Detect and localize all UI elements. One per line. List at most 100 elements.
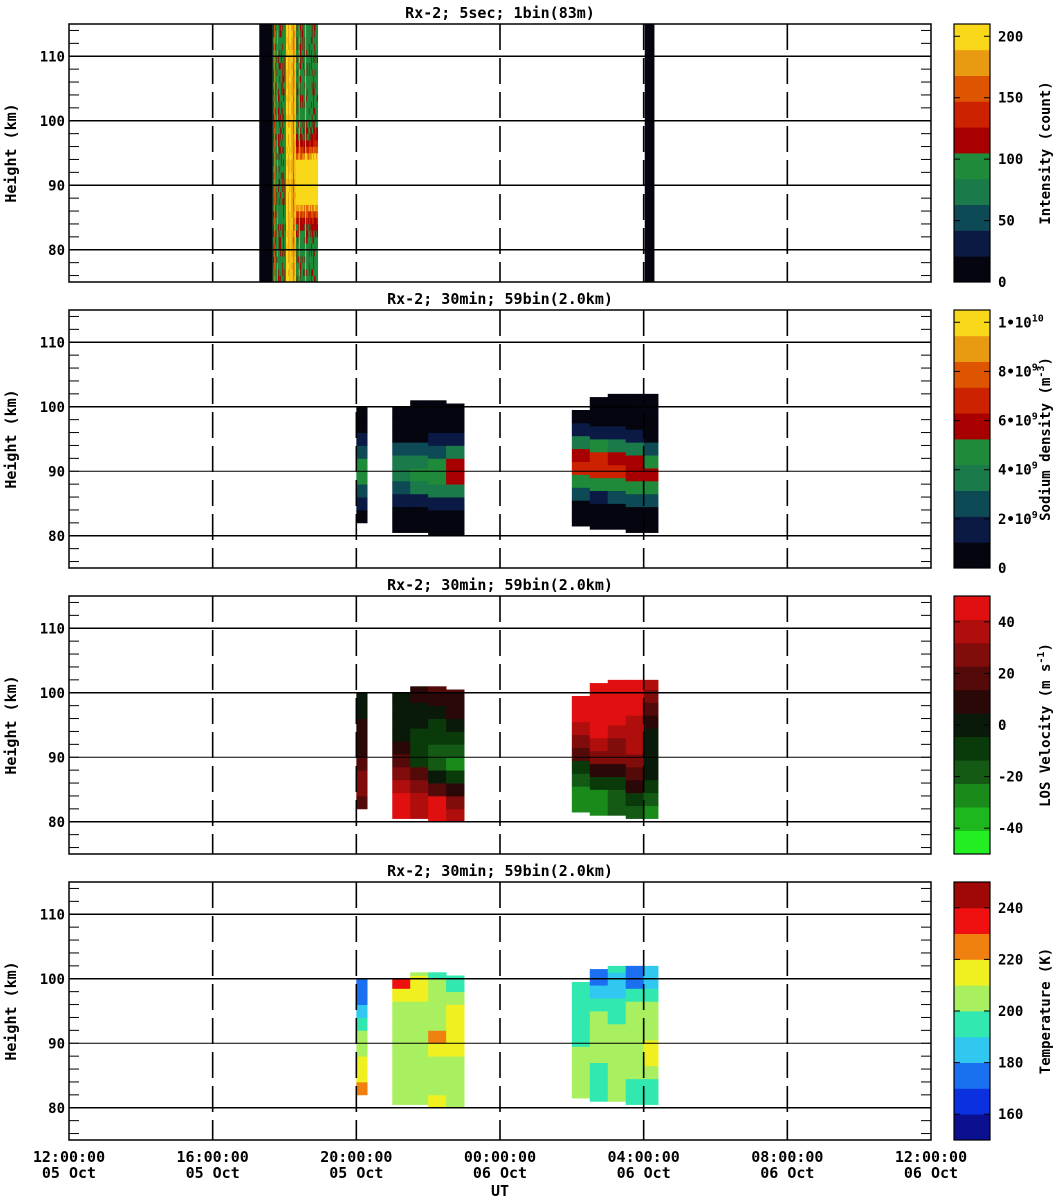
intensity-cell — [272, 243, 274, 251]
intensity-cell — [314, 185, 316, 192]
intensity-cell — [290, 165, 292, 173]
intensity-cell — [300, 198, 302, 205]
colorbar-segment — [954, 24, 990, 51]
intensity-cell — [295, 153, 297, 160]
intensity-cell — [275, 133, 277, 141]
intensity-cell — [288, 146, 290, 154]
intensity-cell — [312, 69, 314, 76]
intensity-cell — [280, 120, 283, 128]
intensity-cell — [288, 262, 290, 270]
y-tick-label: 90 — [48, 1036, 65, 1052]
intensity-cell — [295, 217, 298, 225]
intensity-cell — [307, 43, 309, 51]
intensity-cell — [300, 133, 302, 141]
intensity-cell — [309, 236, 311, 244]
intensity-cell — [301, 217, 303, 225]
intensity-cell — [311, 249, 314, 257]
intensity-cell — [275, 101, 277, 109]
data-cell — [589, 413, 609, 427]
intensity-cell — [286, 69, 288, 76]
y-axis-label: Height (km) — [2, 389, 20, 488]
data-cell — [643, 393, 659, 404]
intensity-cell — [273, 236, 275, 244]
intensity-cell — [280, 165, 283, 173]
intensity-cell — [276, 165, 278, 173]
intensity-cell — [302, 82, 304, 89]
intensity-cell — [278, 223, 280, 231]
intensity-cell — [287, 101, 289, 109]
data-cell — [571, 695, 591, 710]
intensity-cell — [295, 165, 297, 173]
intensity-cell — [304, 120, 306, 128]
intensity-cell — [295, 133, 298, 141]
intensity-cell — [305, 256, 307, 263]
intensity-cell — [286, 107, 288, 115]
intensity-cell — [302, 127, 304, 134]
intensity-cell — [280, 56, 283, 63]
intensity-cell — [279, 146, 281, 154]
intensity-cell — [288, 211, 290, 218]
intensity-cell — [301, 165, 303, 173]
intensity-cell — [285, 127, 287, 134]
intensity-cell — [290, 82, 293, 89]
intensity-cell — [309, 69, 311, 76]
intensity-cell — [280, 146, 283, 154]
intensity-cell — [295, 62, 297, 70]
data-cell — [643, 988, 659, 1002]
intensity-cell — [294, 36, 296, 44]
intensity-cell — [304, 249, 306, 257]
intensity-cell — [290, 178, 292, 186]
intensity-cell — [311, 185, 313, 192]
intensity-cell — [274, 204, 276, 212]
intensity-cell — [306, 82, 308, 89]
intensity-cell — [283, 230, 285, 238]
intensity-cell — [285, 94, 287, 102]
intensity-cell — [275, 82, 277, 89]
intensity-cell — [285, 82, 288, 89]
intensity-cell — [298, 146, 300, 154]
intensity-cell — [272, 211, 274, 218]
intensity-cell — [280, 127, 283, 134]
intensity-cell — [301, 82, 303, 89]
intensity-cell — [303, 191, 306, 199]
intensity-cell — [281, 165, 283, 173]
intensity-cell — [306, 211, 308, 218]
intensity-cell — [295, 24, 298, 31]
data-cell — [446, 509, 465, 524]
intensity-cell — [293, 269, 296, 276]
intensity-cell — [281, 204, 283, 212]
intensity-cell — [275, 101, 278, 109]
intensity-cell — [281, 172, 283, 180]
intensity-cell — [290, 236, 292, 244]
intensity-cell — [298, 114, 300, 122]
intensity-cell — [295, 30, 297, 38]
intensity-cell — [279, 114, 281, 122]
intensity-cell — [299, 256, 301, 263]
intensity-cell — [313, 211, 315, 218]
data-cell — [392, 692, 411, 703]
intensity-cell — [309, 262, 311, 270]
intensity-cell — [282, 236, 284, 244]
data-cell — [625, 975, 645, 989]
intensity-cell — [312, 172, 314, 180]
intensity-cell — [309, 49, 311, 57]
intensity-cell — [284, 94, 286, 102]
intensity-cell — [298, 236, 300, 244]
intensity-cell — [283, 211, 285, 218]
intensity-cell — [296, 140, 298, 147]
intensity-cell — [272, 172, 274, 180]
intensity-cell — [301, 262, 303, 270]
data-cell — [392, 1014, 411, 1028]
intensity-cell — [301, 140, 303, 147]
intensity-cell — [295, 204, 297, 212]
intensity-cell — [299, 230, 301, 238]
intensity-cell — [309, 114, 311, 122]
intensity-cell — [316, 36, 318, 44]
intensity-cell — [308, 24, 310, 31]
intensity-cell — [280, 107, 282, 115]
data-cell — [643, 1091, 659, 1105]
intensity-cell — [293, 211, 296, 218]
intensity-cell — [287, 159, 289, 167]
intensity-cell — [301, 127, 303, 134]
intensity-cell — [283, 191, 285, 199]
